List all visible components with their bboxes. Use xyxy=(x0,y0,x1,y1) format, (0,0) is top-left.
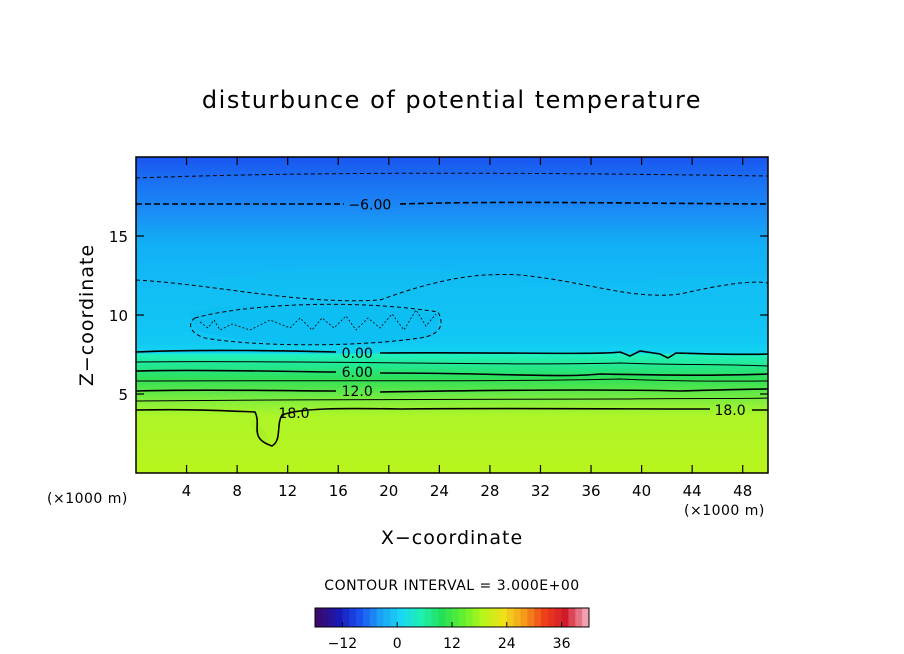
colorbar-cell xyxy=(335,608,343,627)
contour-label-group: −6.00 0.00 6.00 12.0 18.0 18.0 xyxy=(278,197,745,422)
x-tick-label: 4 xyxy=(182,482,192,500)
colorbar-cell xyxy=(397,608,405,627)
plot-field: −6.00 0.00 6.00 12.0 18.0 18.0 xyxy=(136,157,768,473)
x-tick-label: 16 xyxy=(329,482,348,500)
y-tick-label: 10 xyxy=(109,307,128,325)
x-tick-label: 48 xyxy=(733,482,752,500)
contour-line-closed xyxy=(190,303,442,346)
contour-label: 18.0 xyxy=(714,403,745,419)
colorbar-cell xyxy=(554,608,562,627)
x-tick-label: 8 xyxy=(232,482,242,500)
colorbar-tick-label: 36 xyxy=(553,636,571,652)
colorbar-cell xyxy=(342,608,350,627)
x-tick-label: 36 xyxy=(581,482,600,500)
colorbar-cell xyxy=(362,608,371,627)
contour-label: 12.0 xyxy=(342,384,373,400)
x-tick-label: 28 xyxy=(480,482,499,500)
colorbar-cell xyxy=(513,608,521,627)
colorbar-cell xyxy=(321,608,330,627)
x-tick-label: 40 xyxy=(632,482,651,500)
contour-line-12 xyxy=(136,388,768,393)
contour-line-15 xyxy=(136,397,768,402)
contour-line-0 xyxy=(136,349,768,359)
colorbar-cell xyxy=(479,608,487,627)
colorbar-cell xyxy=(328,608,336,627)
colorbar-cell xyxy=(575,608,583,627)
colorbar-cell xyxy=(356,608,364,627)
colorbar-cell xyxy=(534,608,542,627)
colorbar-cell xyxy=(582,608,590,627)
colorbar-cell xyxy=(568,608,576,627)
contour-line-9 xyxy=(136,378,768,382)
contour-line-dashed-mid xyxy=(136,274,768,302)
colorbar-cell xyxy=(527,608,535,627)
colorbar-cell xyxy=(547,608,556,627)
x-tick-label: 32 xyxy=(531,482,550,500)
colorbar-cell xyxy=(561,608,569,627)
colorbar-cell xyxy=(465,608,473,627)
colorbar-cell xyxy=(417,608,425,627)
contour-line-3 xyxy=(136,361,768,367)
colorbar-cell xyxy=(445,608,453,627)
colorbar-cell xyxy=(376,608,384,627)
colorbar-cell xyxy=(369,608,378,627)
colorbar-tick-label: 0 xyxy=(393,636,402,652)
x-unit-label-left: (×1000 m) xyxy=(47,491,128,507)
y-axis: 5 10 15 xyxy=(109,228,768,404)
contour-label: 0.00 xyxy=(342,346,373,362)
colorbar-cell xyxy=(424,608,432,627)
chart-title: disturbunce of potential temperature xyxy=(201,86,703,114)
y-tick-label: 15 xyxy=(109,228,128,246)
colorbar-cell xyxy=(472,608,480,627)
colorbar-cell xyxy=(452,608,460,627)
colorbar-cell xyxy=(458,608,467,627)
colorbar-cell xyxy=(404,608,412,627)
contour-line-18 xyxy=(136,407,768,447)
contour-interval-label: CONTOUR INTERVAL = 3.000E+00 xyxy=(324,578,580,594)
contour-line-minus6 xyxy=(136,201,768,205)
colorbar-cell xyxy=(493,608,501,627)
colorbar-tick-label: 12 xyxy=(443,636,461,652)
contour-label: −6.00 xyxy=(348,197,391,213)
x-axis: 4 8 12 16 20 24 28 32 36 40 44 48 xyxy=(182,157,752,500)
colorbar-cell xyxy=(383,608,391,627)
colorbar-cell xyxy=(315,608,323,627)
x-tick-label: 24 xyxy=(430,482,449,500)
x-tick-label: 44 xyxy=(683,482,702,500)
colorbar-cell xyxy=(520,608,528,627)
colorbar-cell xyxy=(438,608,446,627)
colorbar-cell xyxy=(410,608,419,627)
colorbar-cell xyxy=(431,608,439,627)
x-tick-label: 20 xyxy=(379,482,398,500)
contour-line-turbulent xyxy=(199,309,437,331)
x-tick-label: 12 xyxy=(278,482,297,500)
contour-line-6 xyxy=(136,369,768,377)
y-axis-label: Z−coordinate xyxy=(76,243,98,387)
colorbar-tick-label: −12 xyxy=(328,636,358,652)
y-tick-label: 5 xyxy=(118,386,128,404)
contour-line-upper xyxy=(136,172,768,179)
contour-label: 18.0 xyxy=(278,406,309,422)
colorbar-cell xyxy=(506,608,515,627)
colorbar-cell xyxy=(541,608,549,627)
colorbar-cell xyxy=(486,608,494,627)
x-axis-label: X−coordinate xyxy=(380,527,524,549)
colorbar-cell xyxy=(390,608,398,627)
colorbar-cell xyxy=(499,608,508,627)
x-unit-label-right: (×1000 m) xyxy=(684,503,765,519)
colorbar-cell xyxy=(349,608,357,627)
colorbar: −12 0 12 24 36 xyxy=(314,607,590,652)
contour-label: 6.00 xyxy=(342,365,373,381)
colorbar-tick-label: 24 xyxy=(498,636,516,652)
